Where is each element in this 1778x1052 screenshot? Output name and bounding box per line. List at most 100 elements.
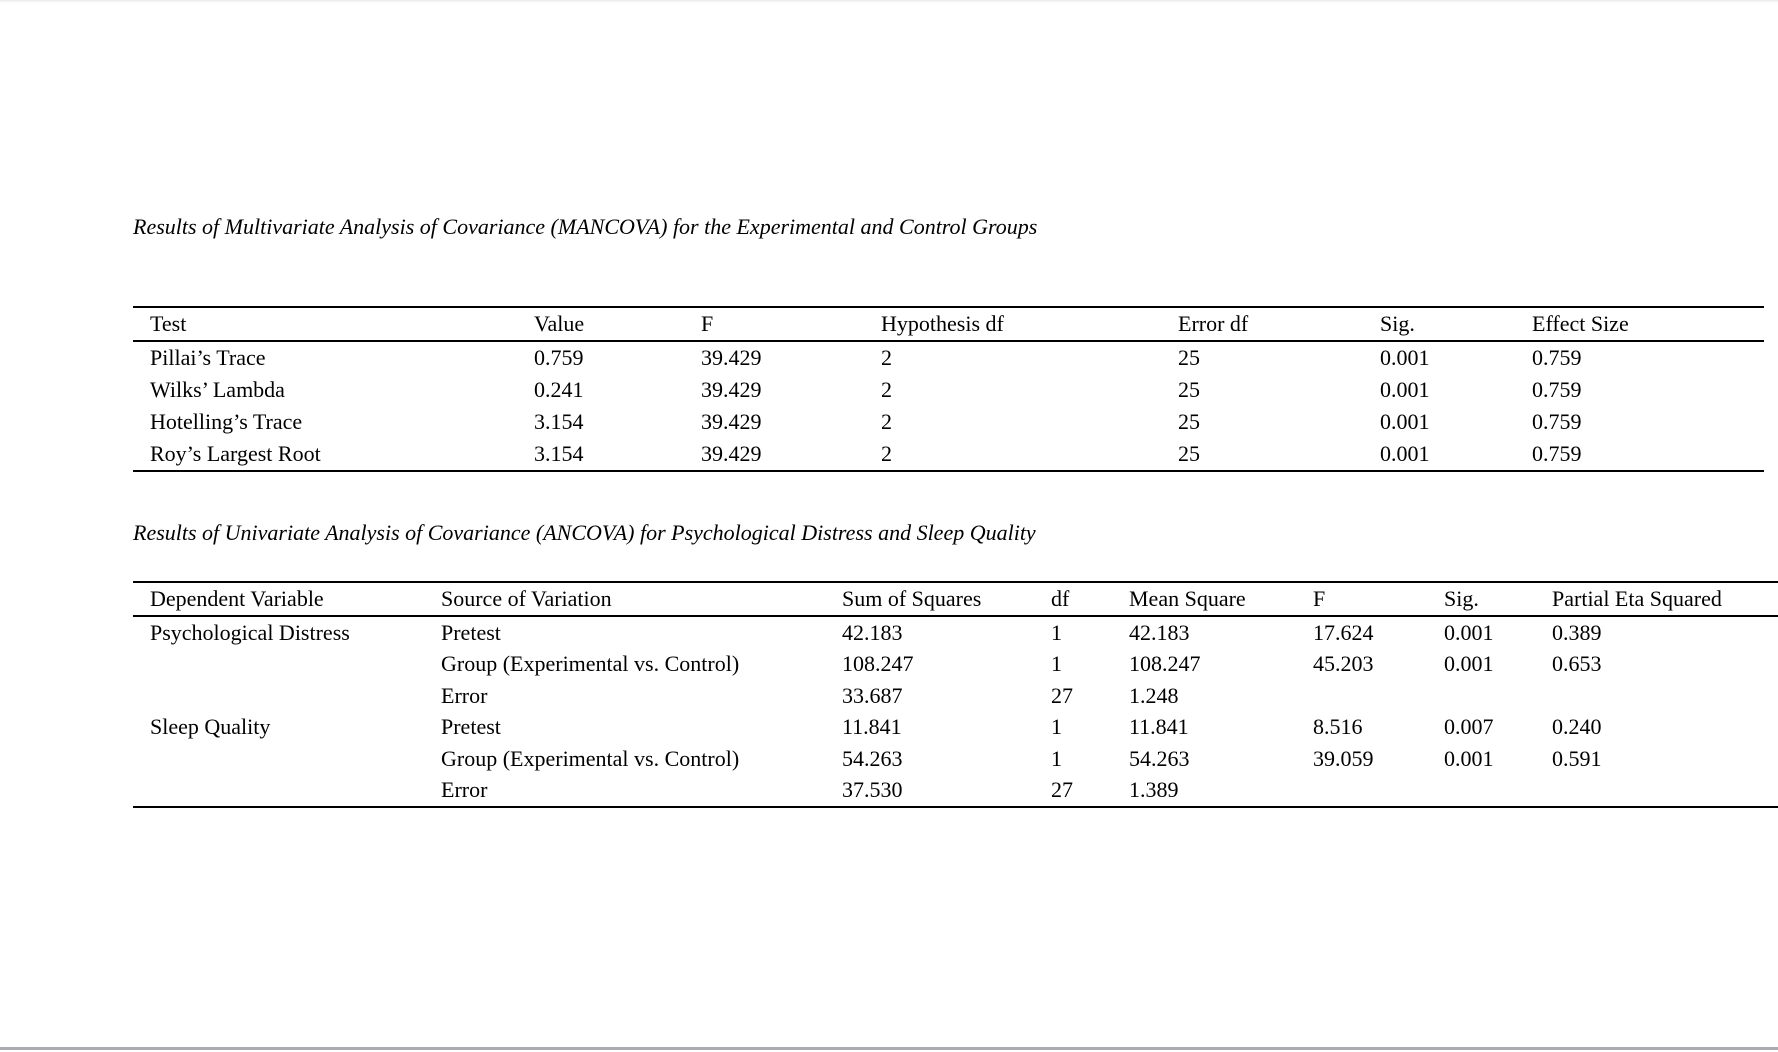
column-header: F [1296, 582, 1427, 617]
table-cell: 27 [1051, 682, 1073, 708]
table-cell: 0.001 [1444, 651, 1494, 677]
table-cell [1427, 680, 1535, 712]
table-cell: 39.429 [701, 377, 762, 402]
table-cell: 42.183 [842, 619, 903, 645]
table-cell: 8.516 [1313, 714, 1363, 740]
table-cell: Group (Experimental vs. Control) [441, 651, 740, 677]
table-cell [1296, 680, 1427, 712]
ancova-table-title: Results of Univariate Analysis of Covari… [133, 520, 1036, 545]
table-row: Error 37.530 27 1.389 [133, 775, 1778, 808]
table-cell: 54.263 [1129, 745, 1190, 771]
header-row: Test Value F Hypothesis df Error df Sig. Effec… [133, 307, 1764, 342]
table-cell: 39.429 [701, 345, 762, 370]
table-cell: 3.154 [534, 409, 584, 434]
table-cell: 0.241 [534, 377, 584, 402]
table-cell: 1 [1051, 745, 1062, 771]
table-cell: 0.653 [1552, 651, 1602, 677]
table-cell [1535, 680, 1778, 712]
table-cell: 0.759 [1532, 441, 1582, 466]
table-cell: 0.001 [1444, 745, 1494, 771]
table-cell: Group (Experimental vs. Control) [441, 745, 740, 771]
column-header: Hypothesis df [864, 307, 1161, 342]
table-cell: 0.759 [1532, 377, 1582, 402]
table-cell: 39.429 [701, 409, 762, 434]
table-cell: 39.429 [701, 441, 762, 466]
table-cell: Error [441, 682, 488, 708]
table-cell: Pillai’s Trace [150, 345, 266, 370]
table-cell: 11.841 [842, 714, 902, 740]
table-row: Roy’s Largest Root 3.154 39.429 2 25 0.001 0.7… [133, 438, 1764, 471]
table-row: Hotelling’s Trace 3.154 39.429 2 25 0.001 0.75… [133, 406, 1764, 438]
table-cell: 0.001 [1444, 619, 1494, 645]
header-row: Dependent Variable Source of Variation Sum… [133, 582, 1778, 617]
table-cell: 0.759 [534, 345, 584, 370]
column-header: Value [517, 307, 684, 342]
table-cell: 2 [881, 441, 892, 466]
ancova-table: Dependent Variable Source of Variation Sum… [133, 581, 1778, 808]
mancova-table: Test Value F Hypothesis df Error df Sig. Effec… [133, 306, 1764, 472]
table-cell: 108.247 [1129, 651, 1201, 677]
table-cell: 0.007 [1444, 714, 1494, 740]
column-header: df [1034, 582, 1112, 617]
table-cell: 0.001 [1380, 409, 1430, 434]
table-cell: 25 [1178, 441, 1200, 466]
table-cell: 11.841 [1129, 714, 1189, 740]
column-header: Partial Eta Squared [1535, 582, 1778, 617]
column-header: Source of Variation [424, 582, 825, 617]
page-top-edge [0, 0, 1778, 3]
table-cell: 25 [1178, 345, 1200, 370]
table-cell: Pretest [441, 714, 501, 740]
column-header: Sig. [1427, 582, 1535, 617]
table-row: Wilks’ Lambda 0.241 39.429 2 25 0.001 0.759 [133, 374, 1764, 406]
table-cell: 1.248 [1129, 682, 1179, 708]
table-cell: 0.240 [1552, 714, 1602, 740]
table-row: Error 33.687 27 1.248 [133, 680, 1778, 712]
table-cell: 1 [1051, 619, 1062, 645]
table-cell: Pretest [441, 619, 501, 645]
column-header: Effect Size [1515, 307, 1764, 342]
table-cell: Psychological Distress [150, 619, 350, 645]
column-header: F [684, 307, 864, 342]
table-cell: 1.389 [1129, 777, 1179, 803]
table-cell: 0.759 [1532, 345, 1582, 370]
table-cell: 108.247 [842, 651, 914, 677]
table-cell: 17.624 [1313, 619, 1374, 645]
table-cell: 25 [1178, 409, 1200, 434]
table-cell: 42.183 [1129, 619, 1190, 645]
column-header: Mean Square [1112, 582, 1296, 617]
table-cell: 0.759 [1532, 409, 1582, 434]
table-cell: 39.059 [1313, 745, 1374, 771]
table-cell: Hotelling’s Trace [150, 409, 303, 434]
table-cell: 33.687 [842, 682, 903, 708]
page-bottom-edge [0, 1047, 1778, 1050]
table-cell: 54.263 [842, 745, 903, 771]
table-cell [1427, 775, 1535, 808]
column-header: Error df [1161, 307, 1363, 342]
table-cell [1296, 775, 1427, 808]
column-header: Dependent Variable [133, 582, 424, 617]
table-cell: 45.203 [1313, 651, 1374, 677]
table-cell: 2 [881, 345, 892, 370]
table-cell [1535, 775, 1778, 808]
table-row: Group (Experimental vs. Control) 54.263 1 5… [133, 743, 1778, 775]
table-cell: 27 [1051, 777, 1073, 803]
table-cell: 25 [1178, 377, 1200, 402]
table-row: Sleep Quality Pretest 11.841 1 11.841 8.516 0.… [133, 712, 1778, 744]
table-cell [133, 775, 424, 808]
mancova-table-title: Results of Multivariate Analysis of Cova… [133, 214, 1038, 239]
table-cell: 37.530 [842, 777, 903, 803]
table-cell [133, 743, 424, 775]
table-cell: 0.591 [1552, 745, 1602, 771]
table-cell: 1 [1051, 714, 1062, 740]
table-cell: 0.389 [1552, 619, 1602, 645]
table-cell: 0.001 [1380, 345, 1430, 370]
page-content: Results of Multivariate Analysis of Cova… [133, 0, 1778, 808]
table-cell: Wilks’ Lambda [150, 377, 285, 402]
column-header: Sum of Squares [825, 582, 1034, 617]
table-cell: Error [441, 777, 488, 803]
table-cell [133, 680, 424, 712]
table-row: Group (Experimental vs. Control) 108.247 1… [133, 649, 1778, 681]
table-cell: 0.001 [1380, 441, 1430, 466]
table-cell: 1 [1051, 651, 1062, 677]
